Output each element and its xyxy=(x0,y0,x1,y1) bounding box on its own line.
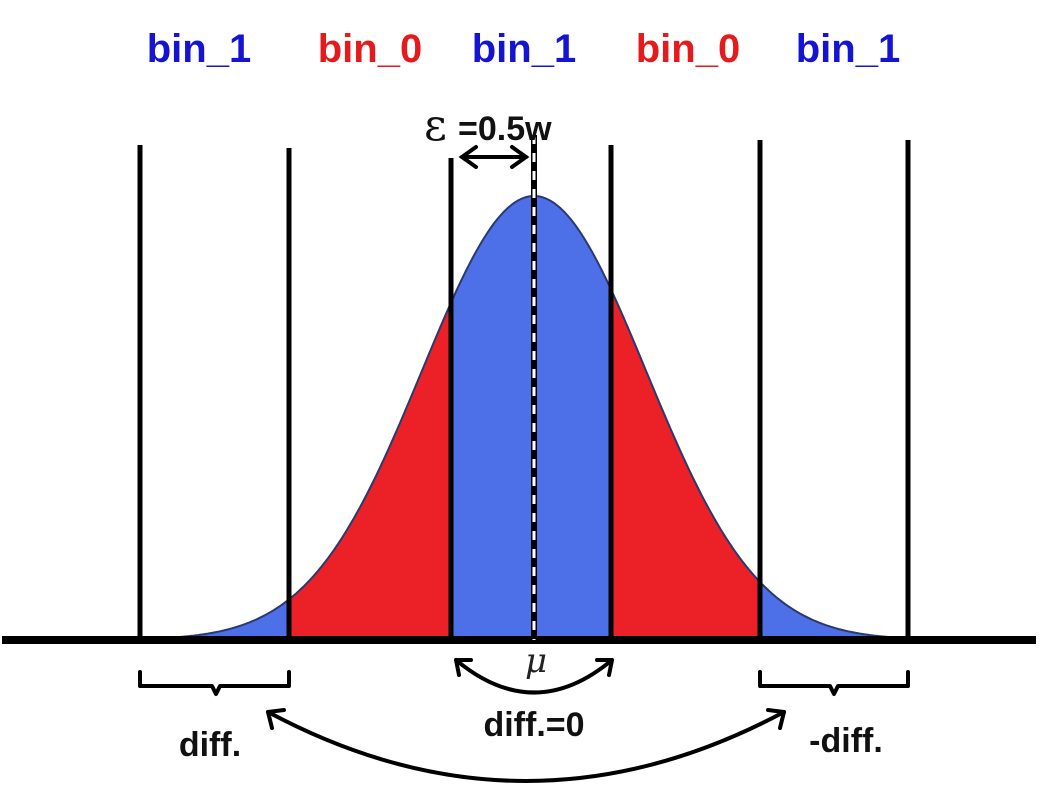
double-arrow-icon xyxy=(458,145,530,169)
gaussian-fill-regions xyxy=(100,196,940,640)
fill-region-outer-left xyxy=(100,599,289,640)
epsilon-value: =0.5w xyxy=(458,110,552,148)
fill-region-outer-right xyxy=(760,582,940,640)
bin-label-3: bin_1 xyxy=(472,27,576,71)
bin-label-4: bin_0 xyxy=(636,27,740,71)
epsilon-annotation: ε =0.5w xyxy=(424,100,552,169)
right-bracket xyxy=(758,670,910,696)
mu-label: μ xyxy=(525,641,547,681)
epsilon-symbol: ε xyxy=(424,100,447,151)
bottom-curved-arrow-icon xyxy=(266,708,786,783)
center-diff-label: diff.=0 xyxy=(483,706,584,744)
fill-region-left xyxy=(289,302,451,640)
bin-boundaries xyxy=(137,140,911,640)
bin-labels: bin_1 bin_0 bin_1 bin_0 bin_1 xyxy=(147,27,900,71)
brace-icon xyxy=(138,670,910,696)
left-diff-label: diff. xyxy=(179,726,241,764)
bin-label-5: bin_1 xyxy=(796,27,900,71)
bin-label-2: bin_0 xyxy=(318,27,422,71)
left-bracket xyxy=(138,670,291,696)
gaussian-curve xyxy=(99,194,941,641)
curved-arrow-icon xyxy=(454,658,614,695)
bin-label-1: bin_1 xyxy=(147,27,251,71)
right-diff-label: -diff. xyxy=(809,722,883,760)
